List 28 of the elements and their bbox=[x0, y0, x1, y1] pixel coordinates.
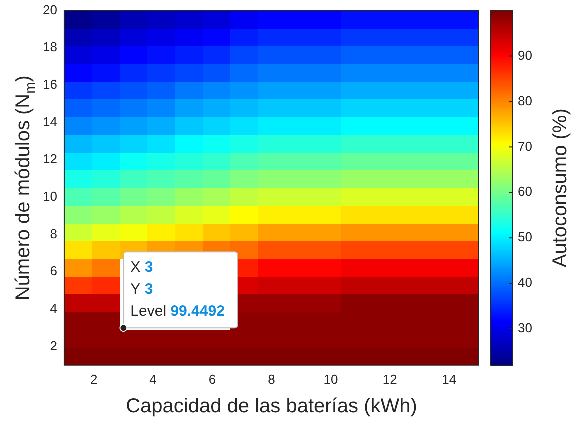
x-tick-label: 12 bbox=[382, 372, 398, 387]
color-bar-label: 80 bbox=[518, 93, 532, 108]
color-bar-label: 90 bbox=[518, 48, 532, 63]
annotation: X 3 Y 3 Level 99.4492 bbox=[130, 259, 225, 320]
y-tick-label: 14 bbox=[42, 114, 58, 130]
x-axis-title: Capacidad de las baterías (kWh) bbox=[126, 396, 418, 418]
y-tick-label: 4 bbox=[50, 300, 58, 316]
y-axis-title: Número de módulos (Nm) bbox=[12, 76, 38, 301]
x-tick-label: 6 bbox=[208, 372, 216, 387]
color-bar-title: Autoconsumo (%) bbox=[550, 108, 572, 268]
y-tick-label: 8 bbox=[50, 226, 58, 242]
x-tick-label: 8 bbox=[268, 372, 276, 387]
x-tick-label: 4 bbox=[150, 372, 157, 387]
y-tick-label: 2 bbox=[50, 338, 58, 354]
x-tick-label: 2 bbox=[90, 372, 98, 387]
y-tick-label: 6 bbox=[50, 264, 58, 279]
y-tick-label: 16 bbox=[42, 77, 58, 92]
y-tick-label: 18 bbox=[42, 40, 58, 55]
color-bar-label: 60 bbox=[518, 184, 532, 200]
y-tick-label: 12 bbox=[42, 152, 58, 167]
y-tick-label: 20 bbox=[42, 2, 58, 18]
color-bar-label: 70 bbox=[518, 138, 532, 154]
x-tick-label: 14 bbox=[442, 372, 457, 387]
color-bar-label: 40 bbox=[518, 275, 532, 290]
x-tick-label: 10 bbox=[324, 372, 338, 387]
y-tick-label: 10 bbox=[42, 189, 58, 204]
color-bar-label: 50 bbox=[518, 230, 532, 245]
color-bar-label: 30 bbox=[518, 320, 532, 336]
